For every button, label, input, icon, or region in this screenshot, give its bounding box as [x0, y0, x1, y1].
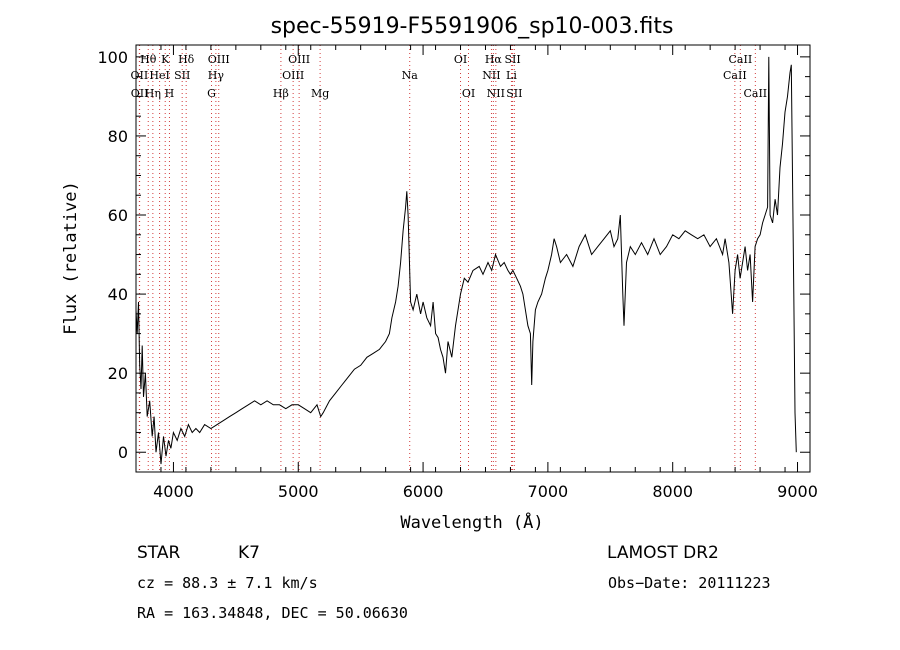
y-tick-label: 40 [108, 285, 128, 304]
object-subclass: K7 [238, 543, 260, 563]
spectral-line-label: OIII [282, 69, 304, 82]
spectral-line-label: Hδ [178, 53, 195, 66]
chart-title: spec-55919-F5591906_sp10-003.fits [271, 14, 674, 39]
y-axis: 0 20 40 60 80 100 [97, 48, 810, 462]
spectral-line-markers [138, 45, 756, 472]
spectral-line-label: Li [506, 69, 517, 82]
x-tick-label: 9000 [777, 482, 818, 501]
x-axis-label: Wavelength (Å) [400, 511, 543, 533]
spectral-line-label: HeI [149, 69, 169, 82]
spectral-line-label: H [165, 87, 175, 100]
x-tick-label: 8000 [652, 482, 693, 501]
spectral-line-label: OI [462, 87, 475, 100]
spectral-line-label: Na [402, 69, 419, 82]
plot-frame [135, 44, 811, 473]
spectral-line-label: Hγ [208, 69, 225, 82]
spectral-line-label: Hθ [140, 53, 157, 66]
spectral-line-label: NII [487, 87, 505, 100]
spectral-line-label: OII [131, 87, 149, 100]
spectral-line-label: CaII [729, 53, 753, 66]
y-tick-label: 0 [118, 443, 128, 462]
spectral-line-label: CaII [743, 87, 767, 100]
spectral-line-label: Hβ [273, 87, 289, 100]
y-tick-label: 60 [108, 206, 128, 225]
spectral-line-label: OII [131, 69, 149, 82]
spectral-line-label: CaII [723, 69, 747, 82]
survey-name: LAMOST DR2 [607, 543, 719, 563]
spectral-line-label: OIII [208, 53, 230, 66]
object-class: STAR [137, 543, 180, 563]
spectral-line-label: Hα [485, 53, 503, 66]
x-tick-label: 7000 [528, 482, 569, 501]
flux-series-line [135, 56, 797, 465]
y-tick-label: 100 [97, 48, 128, 67]
spectral-line-label: NII [482, 69, 500, 82]
coordinates: RA = 163.34848, DEC = 50.06630 [137, 604, 408, 622]
spectral-line-label: SII [506, 87, 522, 100]
spectral-line-label: SII [504, 53, 520, 66]
y-tick-label: 20 [108, 364, 128, 383]
x-axis: 4000 5000 6000 7000 8000 9000 [135, 45, 818, 501]
spectral-line-label: G [207, 87, 216, 100]
spectral-line-label: OI [454, 53, 467, 66]
x-tick-label: 5000 [278, 482, 319, 501]
x-tick-label: 4000 [153, 482, 194, 501]
x-tick-label: 6000 [403, 482, 444, 501]
y-tick-label: 80 [108, 127, 128, 146]
spectral-line-label: K [161, 53, 170, 66]
spectral-line-label: Mg [311, 87, 329, 100]
spectral-line-label: OIII [288, 53, 310, 66]
observation-date: Obs−Date: 20111223 [608, 574, 771, 592]
spectral-line-label: SII [174, 69, 190, 82]
y-axis-label: Flux (relative) [61, 181, 81, 335]
spectral-line-label: Hη [145, 87, 161, 100]
redshift-velocity: cz = 88.3 ± 7.1 km/s [137, 574, 318, 592]
